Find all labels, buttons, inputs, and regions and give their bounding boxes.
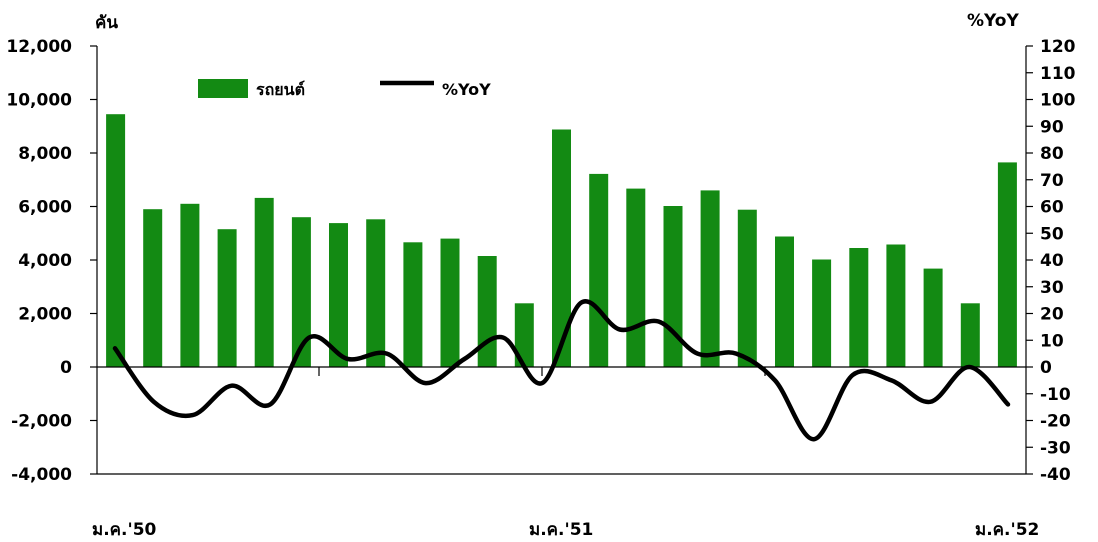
zero-line-group <box>97 366 1026 376</box>
yoy-line <box>112 299 1011 442</box>
right-tick-label-10: 60 <box>1040 198 1064 218</box>
right-tick-label-2: -20 <box>1040 412 1071 432</box>
bar-21 <box>886 244 906 367</box>
left-tick-label-3: 2,000 <box>18 305 72 325</box>
right-tick-label-12: 80 <box>1040 144 1064 164</box>
bar-4 <box>254 197 274 367</box>
bar-12 <box>552 129 571 367</box>
right-tick-label-16: 120 <box>1040 37 1076 57</box>
right-tick-label-11: 70 <box>1040 171 1064 191</box>
bar-0 <box>106 114 126 367</box>
bar-19 <box>812 259 832 367</box>
bar-8 <box>403 242 423 367</box>
right-tick-label-6: 20 <box>1040 305 1064 325</box>
bar-2 <box>180 203 200 367</box>
bar-18 <box>775 236 794 367</box>
right-tick-label-3: -10 <box>1040 385 1071 405</box>
x-label-0: ม.ค.'50 <box>92 520 157 540</box>
bar-24 <box>997 162 1017 367</box>
left-tick-label-8: 12,000 <box>6 37 72 57</box>
bar-7 <box>366 219 386 367</box>
left-tick-label-6: 8,000 <box>18 144 72 164</box>
yoy-line-series <box>112 299 1011 442</box>
right-unit-label: %YoY <box>967 11 1019 31</box>
right-tick-label-9: 50 <box>1040 224 1064 244</box>
right-tick-label-8: 40 <box>1040 251 1064 271</box>
bar-10 <box>477 256 497 367</box>
bar-5 <box>291 217 311 367</box>
legend-line-label: %YoY <box>442 80 491 99</box>
bar-22 <box>923 268 943 367</box>
bar-6 <box>329 223 348 367</box>
left-tick-label-1: -2,000 <box>11 412 72 432</box>
left-tick-label-5: 6,000 <box>18 198 72 218</box>
right-tick-label-15: 110 <box>1040 64 1076 84</box>
legend-bar-label: รถยนต์ <box>256 80 305 99</box>
bar-14 <box>626 188 646 367</box>
bar-20 <box>849 248 869 367</box>
bar-23 <box>960 303 980 367</box>
left-tick-label-4: 4,000 <box>18 251 72 271</box>
left-tick-label-0: -4,000 <box>11 465 72 485</box>
legend-bar-swatch <box>198 79 248 98</box>
bar-15 <box>663 206 683 367</box>
right-tick-label-1: -30 <box>1040 438 1071 458</box>
right-tick-label-13: 90 <box>1040 117 1064 137</box>
right-tick-label-14: 100 <box>1040 91 1076 111</box>
right-tick-label-5: 10 <box>1040 331 1064 351</box>
bar-9 <box>440 238 460 367</box>
bar-17 <box>737 209 757 367</box>
bar-13 <box>589 173 609 367</box>
bars-series <box>106 114 1017 367</box>
left-unit-label: คัน <box>95 13 118 33</box>
right-tick-label-0: -40 <box>1040 465 1071 485</box>
bar-16 <box>700 190 720 367</box>
left-tick-label-7: 10,000 <box>6 91 72 111</box>
right-tick-label-4: 0 <box>1040 358 1052 378</box>
left-tick-label-2: 0 <box>60 358 72 378</box>
right-tick-label-7: 30 <box>1040 278 1064 298</box>
x-label-1: ม.ค.'51 <box>529 520 593 540</box>
x-label-2: ม.ค.'52 <box>975 520 1039 540</box>
bar-11 <box>514 303 534 367</box>
bar-3 <box>217 229 237 367</box>
axes <box>90 45 1033 475</box>
bar-1 <box>143 209 163 367</box>
axis-labels: -4,000 -2,000 0 2,000 4,000 6,000 8,000 10,000 1… <box>6 37 1075 485</box>
legend: รถยนต์ %YoY <box>198 79 491 99</box>
